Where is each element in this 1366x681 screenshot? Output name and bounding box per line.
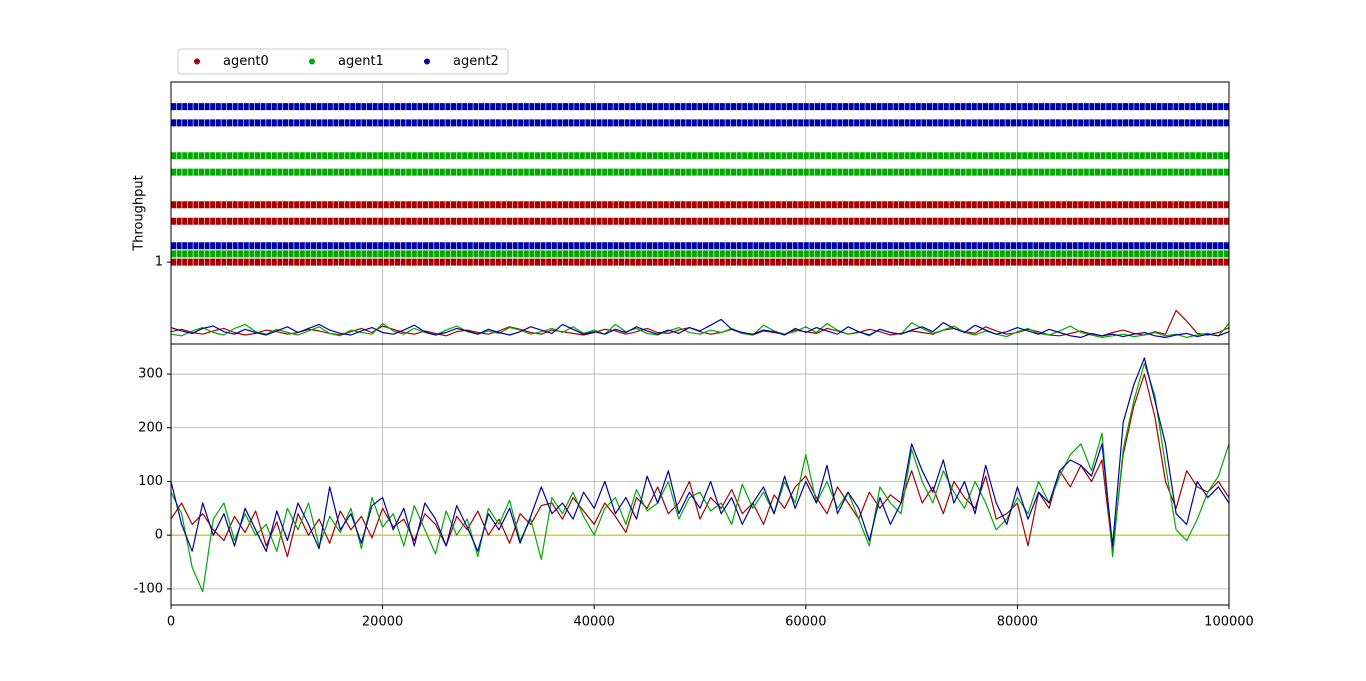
data-line xyxy=(170,322,1230,338)
data-line xyxy=(170,373,1230,558)
axes-frame xyxy=(170,343,1230,606)
y-tick-label: 300 xyxy=(138,367,163,382)
x-tick-label: 20000 xyxy=(362,615,403,630)
data-line xyxy=(170,318,1230,338)
x-tick-label: 100000 xyxy=(1204,615,1254,630)
legend-marker xyxy=(424,58,430,65)
legend-label: agent1 xyxy=(338,54,384,69)
x-tick-label: 60000 xyxy=(785,615,826,630)
dot-band xyxy=(171,201,1229,266)
y-axis-label: Throughput xyxy=(132,175,147,252)
dot-band xyxy=(171,152,1229,258)
legend-label: agent2 xyxy=(453,54,499,69)
x-tick-label: 0 xyxy=(167,615,175,630)
y-tick-label: 200 xyxy=(138,420,163,435)
y-tick-label: 0 xyxy=(155,528,163,543)
data-line xyxy=(170,357,1230,552)
y-tick-label: 1 xyxy=(155,255,163,270)
x-tick-label: 80000 xyxy=(997,615,1038,630)
dot-band xyxy=(171,103,1229,250)
legend-label: agent0 xyxy=(223,54,269,69)
data-line xyxy=(170,309,1230,337)
x-tick-label: 40000 xyxy=(574,615,615,630)
y-tick-label: 100 xyxy=(138,474,163,489)
legend-marker xyxy=(309,58,315,65)
legend-marker xyxy=(194,58,200,65)
y-tick-label: -100 xyxy=(133,581,163,596)
legend-box xyxy=(177,48,509,75)
